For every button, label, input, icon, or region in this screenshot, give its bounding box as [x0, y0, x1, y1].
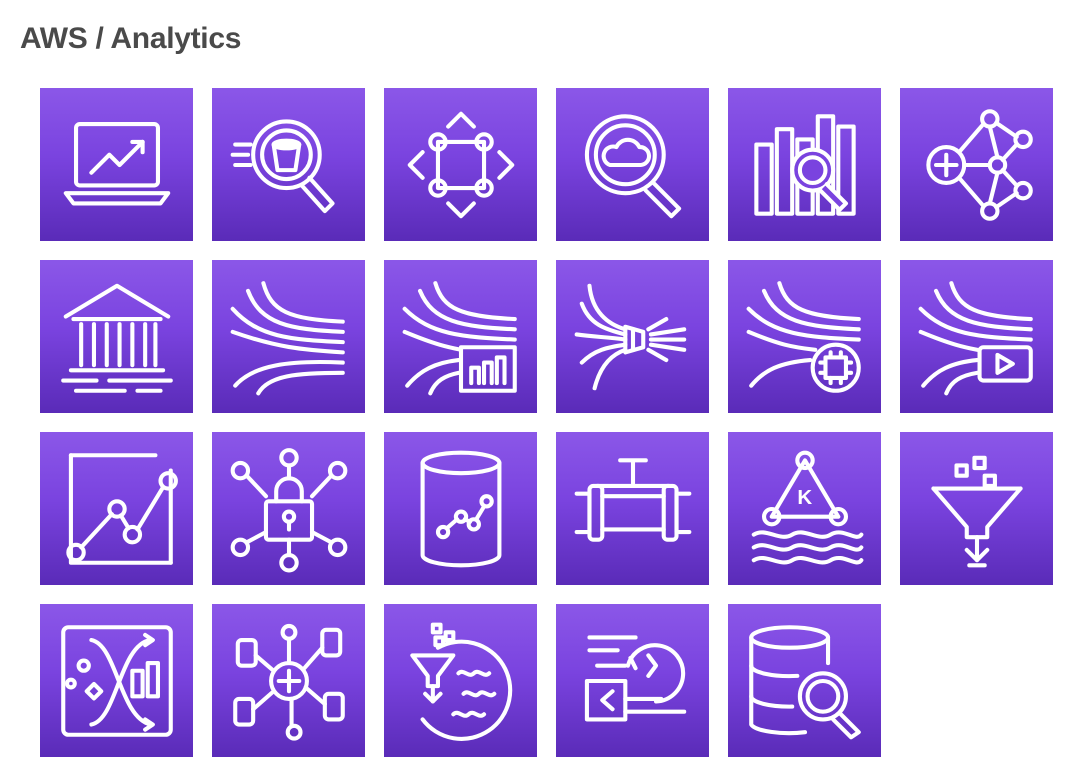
athena-bucket-search-icon[interactable] — [212, 88, 365, 241]
database-search-icon[interactable] — [728, 604, 881, 757]
kinesis-video-icon[interactable] — [900, 260, 1053, 413]
page-title: AWS / Analytics — [20, 22, 242, 55]
glue-filter-circle-icon[interactable] — [384, 604, 537, 757]
quicksight-line-chart-icon[interactable] — [40, 432, 193, 585]
icon-grid: K — [40, 88, 1053, 757]
glue-databrew-funnel-icon[interactable] — [900, 432, 1053, 585]
kinesis-analytics-icon[interactable] — [384, 260, 537, 413]
kinesis-firehose-icon[interactable] — [556, 260, 709, 413]
laptop-chart-icon[interactable] — [40, 88, 193, 241]
kinesis-data-streams-icon[interactable] — [728, 260, 881, 413]
svg-text:K: K — [797, 485, 812, 508]
database-chart-cylinder-icon[interactable] — [384, 432, 537, 585]
lake-formation-building-icon[interactable] — [40, 260, 193, 413]
data-pipeline-network-icon[interactable] — [900, 88, 1053, 241]
kinesis-streams-icon[interactable] — [212, 260, 365, 413]
managed-network-plus-icon[interactable] — [212, 604, 365, 757]
data-pipeline-pipe-icon[interactable] — [556, 432, 709, 585]
data-flow-chart-icon[interactable] — [40, 604, 193, 757]
cloudsearch-magnifier-icon[interactable] — [556, 88, 709, 241]
data-exchange-lock-icon[interactable] — [212, 432, 365, 585]
msk-kafka-triangle-icon[interactable]: K — [728, 432, 881, 585]
data-exchange-arrows-icon[interactable] — [556, 604, 709, 757]
bar-columns-search-icon[interactable] — [728, 88, 881, 241]
emr-node-diamond-icon[interactable] — [384, 88, 537, 241]
